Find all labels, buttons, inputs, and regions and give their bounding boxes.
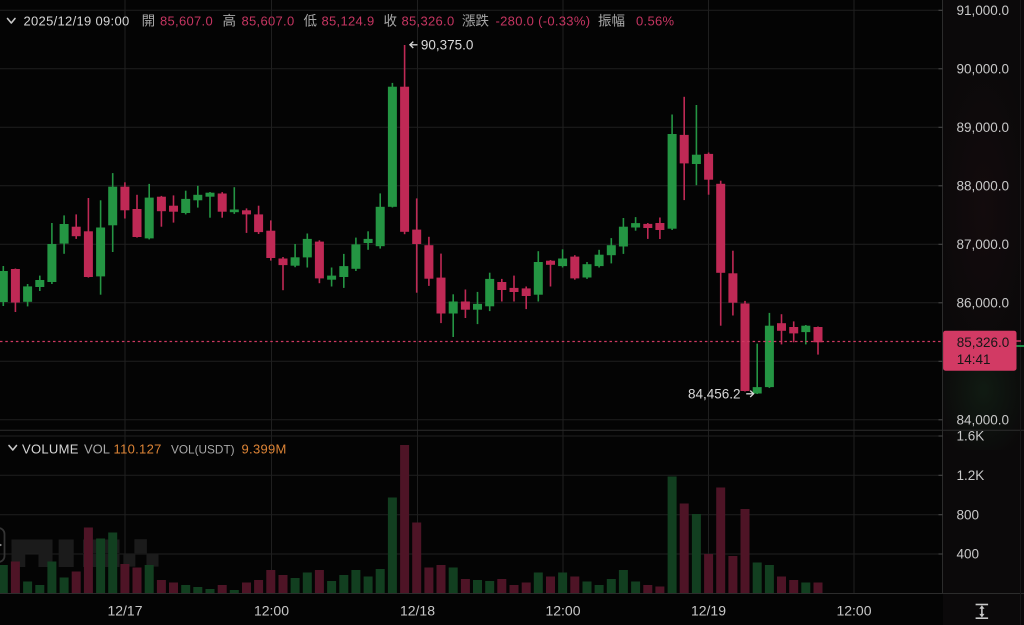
svg-text:VOL: VOL xyxy=(84,442,110,457)
svg-text:開: 開 xyxy=(142,14,156,29)
svg-text:89,000.0: 89,000.0 xyxy=(957,120,1010,135)
svg-text:1.6K: 1.6K xyxy=(957,429,985,444)
svg-text:85,607.0: 85,607.0 xyxy=(242,14,295,29)
svg-text:85,607.0: 85,607.0 xyxy=(160,14,213,29)
svg-text:84,000.0: 84,000.0 xyxy=(957,413,1010,428)
svg-text:高: 高 xyxy=(223,13,237,29)
svg-text:12/18: 12/18 xyxy=(400,602,435,618)
svg-text:12/19: 12/19 xyxy=(691,602,726,618)
svg-text:12/17: 12/17 xyxy=(107,602,142,618)
svg-text:VOLUME: VOLUME xyxy=(22,442,79,457)
svg-text:88,000.0: 88,000.0 xyxy=(957,179,1010,194)
svg-text:85,124.9: 85,124.9 xyxy=(322,14,375,29)
svg-text:86,000.0: 86,000.0 xyxy=(957,296,1010,311)
svg-text:14:41: 14:41 xyxy=(957,352,991,367)
svg-text:漲跌: 漲跌 xyxy=(462,14,489,29)
svg-text:800: 800 xyxy=(957,507,980,522)
svg-text:91,000.0: 91,000.0 xyxy=(957,3,1010,18)
svg-text:低: 低 xyxy=(304,14,318,29)
svg-text:85,326.0: 85,326.0 xyxy=(402,14,455,29)
svg-text:-280.0 (-0.33%): -280.0 (-0.33%) xyxy=(496,14,591,29)
svg-text:90,000.0: 90,000.0 xyxy=(957,62,1010,77)
svg-text:400: 400 xyxy=(957,547,980,562)
svg-text:87,000.0: 87,000.0 xyxy=(957,237,1010,252)
svg-text:1.2K: 1.2K xyxy=(957,468,985,483)
svg-text:12:00: 12:00 xyxy=(836,602,871,618)
svg-text:12:00: 12:00 xyxy=(545,602,580,618)
svg-text:85,326.0: 85,326.0 xyxy=(957,335,1010,350)
svg-text:振幅: 振幅 xyxy=(598,14,625,29)
svg-text:110.127: 110.127 xyxy=(114,442,162,457)
svg-text:9.399M: 9.399M xyxy=(242,442,287,457)
svg-text:12:00: 12:00 xyxy=(254,602,289,618)
svg-text:84,456.2: 84,456.2 xyxy=(688,386,741,401)
svg-text:2025/12/19 09:00: 2025/12/19 09:00 xyxy=(24,14,130,29)
svg-text:90,375.0: 90,375.0 xyxy=(421,37,474,52)
svg-text:收: 收 xyxy=(384,14,398,29)
svg-text:0.56%: 0.56% xyxy=(636,14,675,29)
svg-text:VOL(USDT): VOL(USDT) xyxy=(171,443,235,457)
